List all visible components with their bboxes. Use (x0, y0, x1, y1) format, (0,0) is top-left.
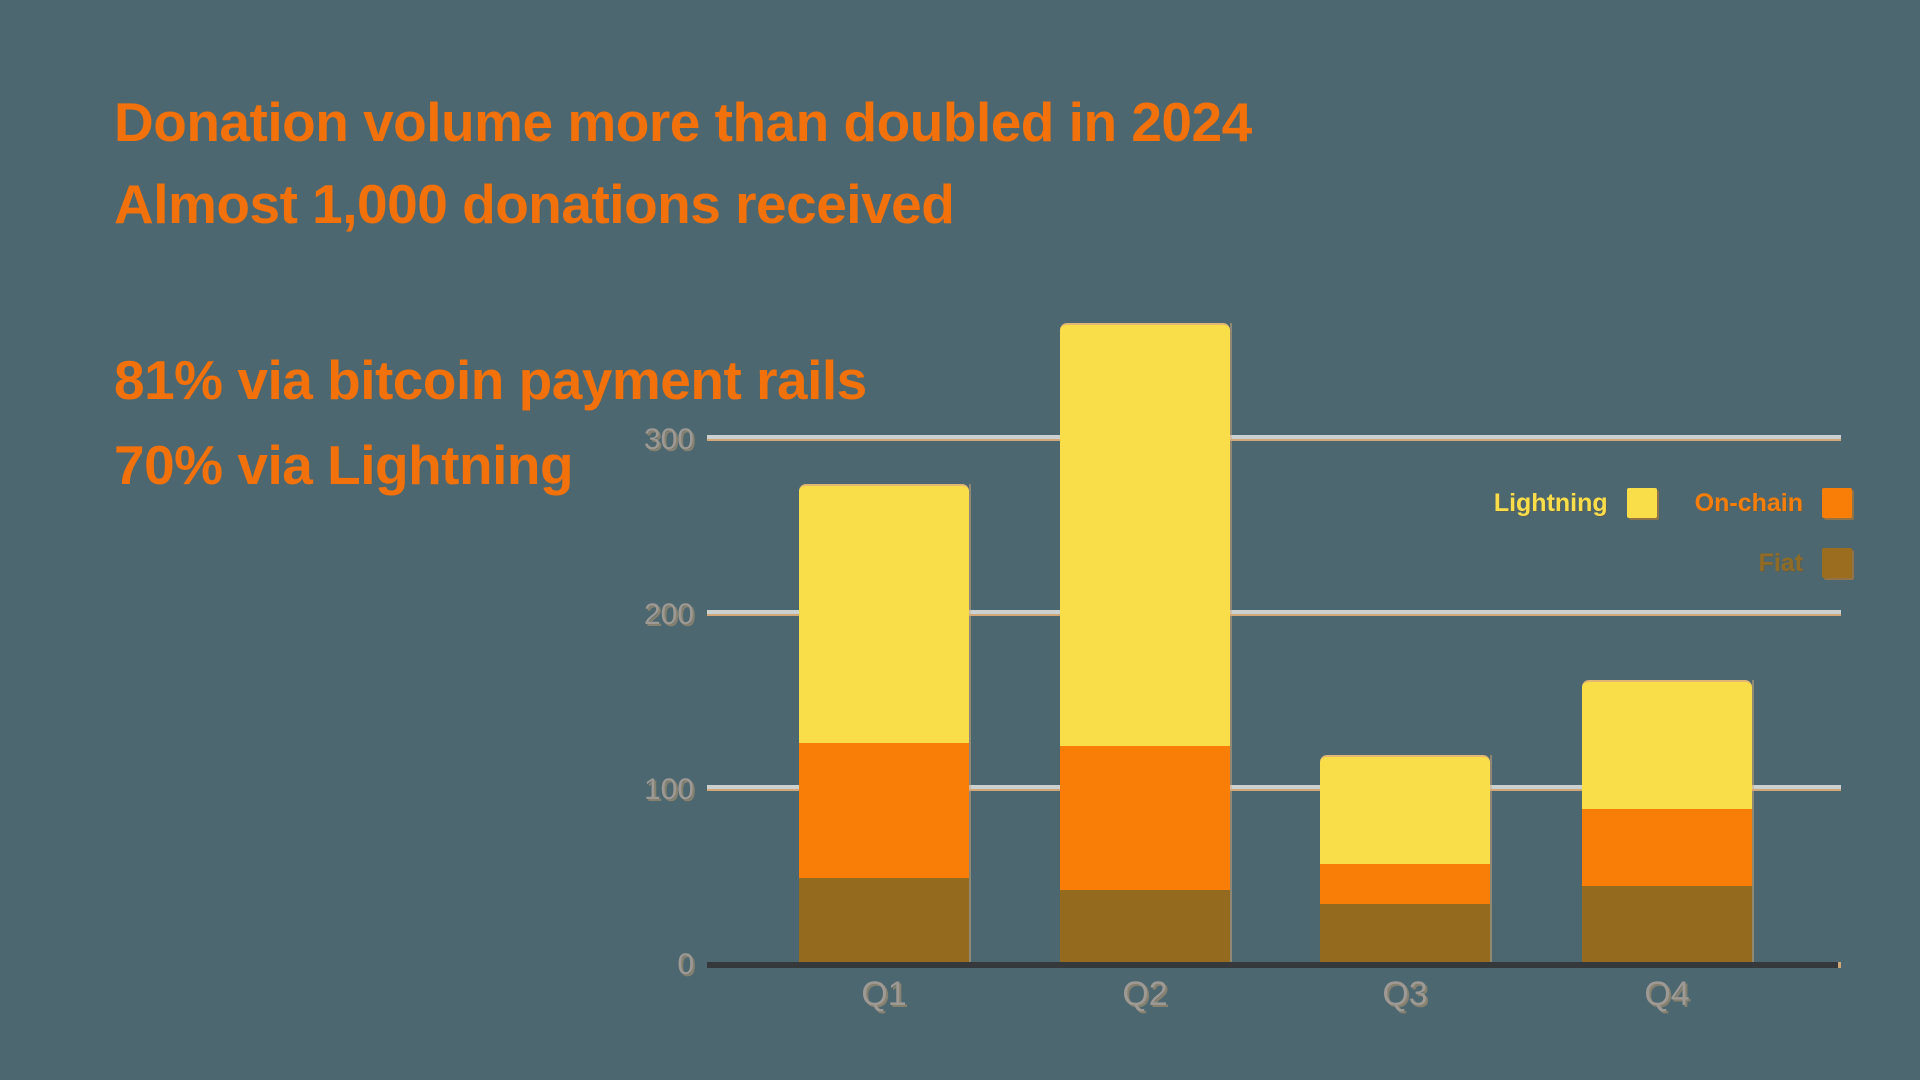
bar-segment-q4-fiat (1582, 886, 1752, 965)
bar-highlight-q1 (969, 483, 971, 965)
bar-segment-q4-lightning (1582, 679, 1752, 810)
x-axis-label-q2: Q2 (1122, 975, 1168, 1013)
legend-label-on-chain: On-chain (1694, 488, 1803, 517)
bar-segment-q3-on-chain (1320, 863, 1490, 904)
legend-row-2: Fiat (1759, 548, 1852, 578)
legend-item-fiat: Fiat (1759, 548, 1852, 578)
bar-highlight-q3 (1490, 755, 1492, 965)
headline-line-1: Donation volume more than doubled in 202… (114, 91, 1252, 153)
y-tick-label-300: 300 (643, 423, 694, 456)
legend-swatch-on-chain (1822, 488, 1852, 518)
bar-highlight-q4 (1752, 679, 1754, 965)
legend-row-1: Lightning On-chain (1494, 488, 1852, 518)
legend-swatch-fiat (1822, 548, 1852, 578)
legend: Lightning On-chain Fiat (1494, 488, 1852, 578)
legend-label-fiat: Fiat (1758, 548, 1803, 577)
stat-lightning: 70% via Lightning (114, 434, 574, 496)
y-tick-label-0: 0 (677, 948, 694, 981)
legend-item-lightning: Lightning (1494, 488, 1657, 518)
x-axis-label-q1: Q1 (861, 975, 907, 1013)
bar-segment-q1-on-chain (799, 742, 969, 878)
y-gridline-200 (707, 610, 1841, 616)
legend-item-on-chain: On-chain (1695, 488, 1852, 518)
legend-label-lightning: Lightning (1493, 488, 1608, 517)
headline-line-2: Almost 1,000 donations received (114, 173, 955, 235)
bar-segment-q1-lightning (799, 483, 969, 743)
stat-bitcoin-rails: 81% via bitcoin payment rails (114, 349, 867, 411)
y-tick-label-200: 200 (643, 598, 694, 631)
bar-segment-q4-on-chain (1582, 809, 1752, 887)
bar-segment-q1-fiat (799, 877, 969, 965)
x-axis-label-q3: Q3 (1382, 975, 1428, 1013)
legend-swatch-lightning (1626, 488, 1657, 518)
bar-segment-q2-fiat (1060, 889, 1230, 965)
bar-highlight-q2 (1230, 322, 1232, 965)
bar-segment-q2-on-chain (1060, 746, 1230, 890)
y-gridline-100 (707, 785, 1841, 791)
x-axis-label-q4: Q4 (1644, 975, 1690, 1013)
x-axis-line (707, 962, 1841, 968)
y-gridline-300 (707, 435, 1841, 441)
y-tick-label-100: 100 (643, 773, 694, 806)
bar-segment-q3-lightning (1320, 755, 1490, 864)
bar-segment-q2-lightning (1060, 322, 1230, 747)
bar-segment-q3-fiat (1320, 903, 1490, 965)
